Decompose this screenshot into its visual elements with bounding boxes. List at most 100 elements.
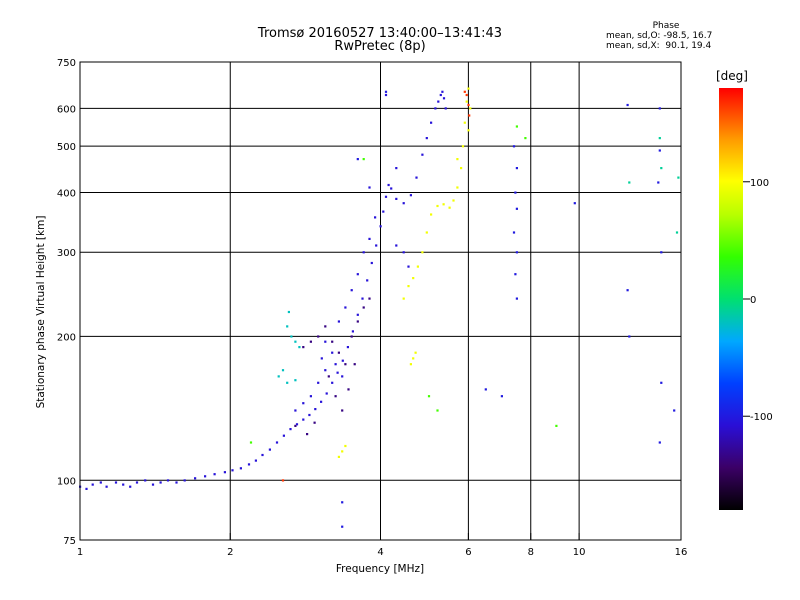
- data-point: [416, 265, 419, 268]
- colorbar-tick-label: 0: [750, 295, 756, 306]
- data-point: [430, 121, 433, 124]
- data-point: [294, 340, 297, 343]
- data-point: [334, 395, 337, 398]
- data-point: [677, 176, 680, 179]
- data-point: [294, 409, 297, 412]
- data-point: [465, 100, 468, 103]
- data-point: [337, 455, 340, 458]
- data-point: [379, 225, 382, 228]
- data-point: [294, 379, 297, 382]
- x-tick-label: 8: [528, 547, 534, 558]
- data-point: [286, 381, 289, 384]
- y-tick-label: 100: [57, 476, 76, 487]
- data-point: [356, 313, 359, 316]
- data-point: [317, 335, 320, 338]
- data-point: [309, 395, 312, 398]
- data-point: [159, 481, 162, 484]
- data-point: [320, 400, 323, 403]
- data-point: [350, 289, 353, 292]
- data-point: [350, 335, 353, 338]
- data-point: [384, 195, 388, 198]
- data-point: [317, 381, 320, 384]
- data-point: [436, 204, 439, 208]
- data-point: [356, 273, 359, 276]
- axis-ticks: 1 2 4 6 8 10 16 75 100 200 300 400 500 600 750: [57, 58, 687, 558]
- data-point: [313, 421, 316, 424]
- data-point: [281, 479, 285, 482]
- data-point: [337, 320, 340, 323]
- data-point: [268, 448, 271, 451]
- data-point: [294, 424, 297, 427]
- data-point: [122, 483, 125, 486]
- data-point: [341, 375, 344, 378]
- data-point: [362, 158, 365, 161]
- data-point: [673, 409, 676, 412]
- data-point: [573, 202, 576, 205]
- data-point: [341, 359, 344, 362]
- data-point: [467, 129, 470, 132]
- data-point: [290, 335, 293, 338]
- data-point: [514, 191, 517, 194]
- data-point: [374, 216, 377, 219]
- data-point: [555, 424, 558, 427]
- x-tick-label: 16: [675, 547, 688, 558]
- data-point: [427, 395, 431, 398]
- data-point: [390, 187, 393, 190]
- data-point: [336, 371, 339, 374]
- data-point: [660, 167, 663, 170]
- data-point: [366, 279, 369, 282]
- data-point: [344, 444, 347, 448]
- data-point: [362, 251, 365, 254]
- data-point: [660, 251, 663, 254]
- data-point: [282, 434, 285, 437]
- data-point: [512, 231, 516, 234]
- x-tick-label: 6: [465, 547, 471, 558]
- data-point: [484, 388, 487, 391]
- data-point: [439, 93, 442, 97]
- y-tick-label: 300: [57, 248, 76, 259]
- data-point: [387, 183, 390, 187]
- data-point: [231, 469, 234, 472]
- data-point: [658, 149, 661, 152]
- data-point: [658, 441, 661, 444]
- x-tick-label: 1: [77, 547, 83, 558]
- data-point: [430, 213, 433, 216]
- data-point: [324, 325, 327, 328]
- data-point: [239, 467, 242, 470]
- phase-stats-o-mode: mean, sd,O: -98.5, 16.7: [606, 31, 713, 41]
- data-point: [515, 297, 518, 300]
- data-points: [79, 87, 680, 528]
- data-point: [409, 363, 412, 366]
- data-point: [456, 186, 459, 189]
- data-point: [324, 340, 327, 343]
- data-point: [382, 210, 385, 213]
- data-point: [254, 459, 257, 462]
- data-point: [456, 158, 459, 161]
- data-point: [452, 199, 455, 202]
- data-point: [395, 244, 398, 247]
- data-point: [412, 277, 415, 280]
- data-point: [183, 479, 186, 482]
- data-point: [91, 483, 94, 486]
- data-point: [421, 251, 424, 254]
- data-point: [402, 202, 405, 205]
- data-point: [309, 340, 312, 343]
- data-point: [407, 265, 410, 268]
- y-tick-label: 75: [63, 536, 76, 547]
- data-point: [277, 375, 280, 378]
- data-point: [626, 289, 629, 292]
- phase-stats: Phase mean, sd,O: -98.5, 16.7 mean, sd,X…: [596, 21, 736, 51]
- data-point: [105, 485, 108, 488]
- data-point: [344, 306, 347, 309]
- data-point: [204, 475, 207, 478]
- data-point: [515, 167, 518, 170]
- data-point: [320, 357, 323, 360]
- colorbar-unit-label: [deg]: [716, 69, 748, 83]
- data-point: [628, 181, 631, 184]
- data-point: [247, 463, 251, 466]
- data-point: [85, 487, 88, 490]
- data-point: [463, 90, 466, 93]
- data-point: [325, 392, 328, 395]
- phase-stats-x-mode: mean, sd,X: 90.1, 19.4: [606, 41, 712, 51]
- data-point: [331, 381, 334, 384]
